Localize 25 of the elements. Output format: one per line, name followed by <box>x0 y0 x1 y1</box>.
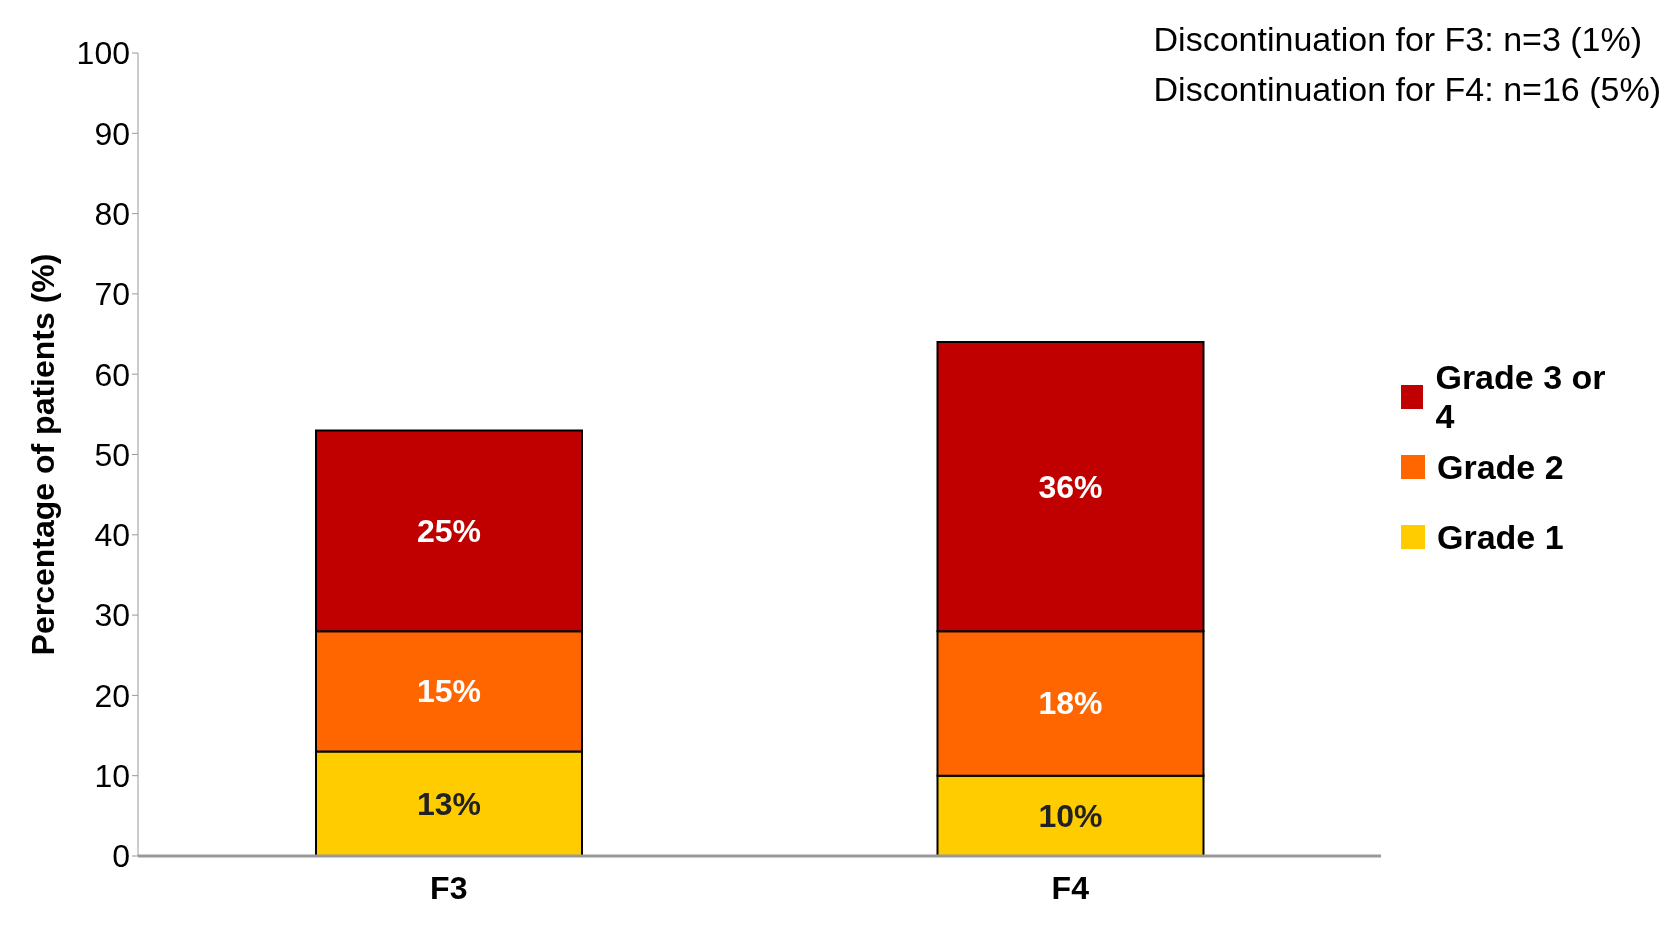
x-tick-label: F3 <box>430 869 468 906</box>
legend-label: Grade 2 <box>1437 447 1564 487</box>
y-axis-title: Percentage of patients (%) <box>25 253 62 656</box>
y-tick-label: 50 <box>94 436 130 473</box>
legend-label: Grade 1 <box>1437 517 1564 557</box>
y-tick-label: 0 <box>112 838 130 875</box>
y-tick-label: 80 <box>94 195 130 232</box>
x-tick-label: F4 <box>1051 869 1090 906</box>
data-label: 13% <box>416 785 482 822</box>
annotation: Discontinuation for F4: n=16 (5%) <box>1153 69 1661 110</box>
y-tick-label: 90 <box>94 115 130 152</box>
data-label: 18% <box>1038 685 1103 722</box>
y-tick-label: 10 <box>94 758 130 795</box>
annotation: Discontinuation for F3: n=3 (1%) <box>1153 19 1644 60</box>
data-label: 10% <box>1038 797 1103 834</box>
y-tick-label: 100 <box>76 35 130 72</box>
data-label: 15% <box>416 673 482 710</box>
legend-label: Grade 3 or 4 <box>1435 358 1607 436</box>
y-tick-label: 70 <box>94 276 130 313</box>
y-tick-label: 40 <box>94 517 130 554</box>
data-label: 25% <box>416 512 482 549</box>
y-tick-label: 20 <box>94 677 130 714</box>
data-label: 36% <box>1038 468 1103 505</box>
y-tick-label: 30 <box>94 597 130 634</box>
y-tick-label: 60 <box>94 356 130 393</box>
